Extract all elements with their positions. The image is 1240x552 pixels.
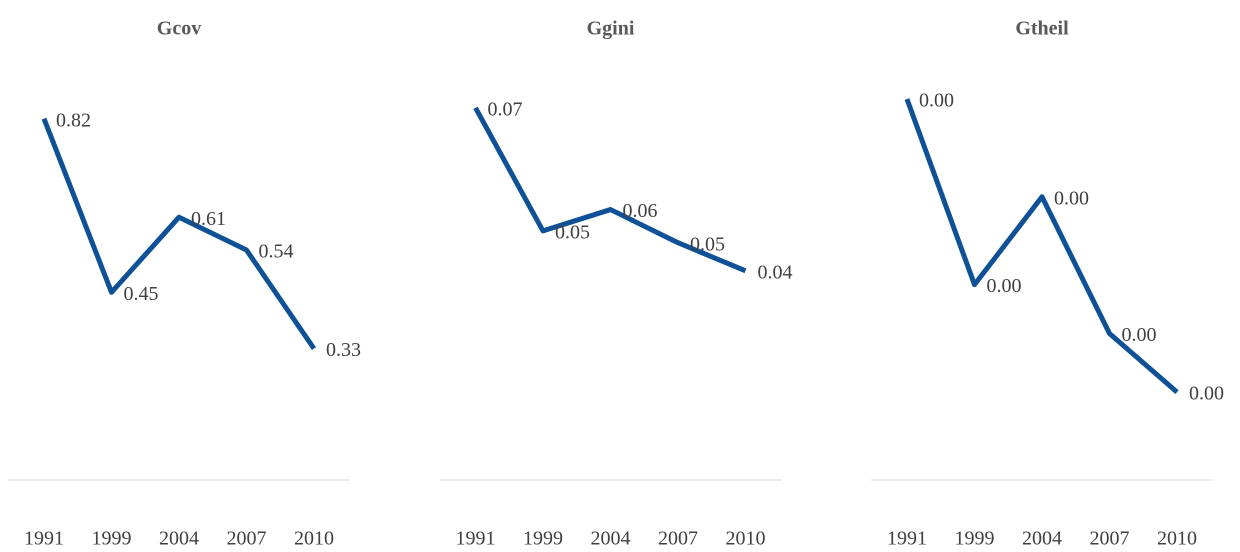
data-label: 0.61 bbox=[191, 208, 226, 230]
chart-title: Ggini bbox=[587, 18, 635, 40]
data-label: 0.82 bbox=[56, 109, 91, 131]
x-tick-label: 1991 bbox=[456, 528, 496, 550]
x-tick-label: 2004 bbox=[591, 528, 631, 550]
data-label: 0.00 bbox=[1122, 324, 1157, 346]
line-series bbox=[41, 117, 317, 351]
chart-title: Gtheil bbox=[1015, 18, 1069, 40]
data-label: 0.04 bbox=[758, 261, 793, 283]
line-series bbox=[473, 106, 747, 274]
x-tick-label: 2010 bbox=[294, 528, 334, 550]
data-label: 0.00 bbox=[1189, 383, 1224, 405]
data-label: 0.45 bbox=[124, 283, 159, 305]
data-label: 0.05 bbox=[690, 233, 725, 255]
data-label: 0.05 bbox=[555, 222, 590, 244]
data-label: 0.00 bbox=[1054, 187, 1089, 209]
data-label: 0.33 bbox=[326, 339, 361, 361]
x-tick-label: 1991 bbox=[24, 528, 64, 550]
data-label: 0.00 bbox=[987, 275, 1022, 297]
data-label: 0.00 bbox=[919, 90, 954, 112]
x-tick-label: 1999 bbox=[523, 528, 563, 550]
x-tick-label: 2007 bbox=[658, 528, 698, 550]
x-tick-label: 2004 bbox=[1022, 528, 1062, 550]
x-tick-label: 1999 bbox=[92, 528, 132, 550]
data-label: 0.54 bbox=[259, 241, 294, 263]
x-tick-label: 2010 bbox=[1157, 528, 1197, 550]
line-series bbox=[904, 98, 1179, 394]
chart-title: Gcov bbox=[157, 18, 201, 40]
x-tick-label: 2004 bbox=[159, 528, 199, 550]
data-label: 0.07 bbox=[488, 98, 523, 120]
x-tick-label: 2007 bbox=[1090, 528, 1130, 550]
x-tick-label: 2010 bbox=[726, 528, 766, 550]
data-label: 0.06 bbox=[623, 200, 658, 222]
x-tick-label: 1999 bbox=[955, 528, 995, 550]
x-tick-label: 2007 bbox=[227, 528, 267, 550]
x-tick-label: 1991 bbox=[887, 528, 927, 550]
